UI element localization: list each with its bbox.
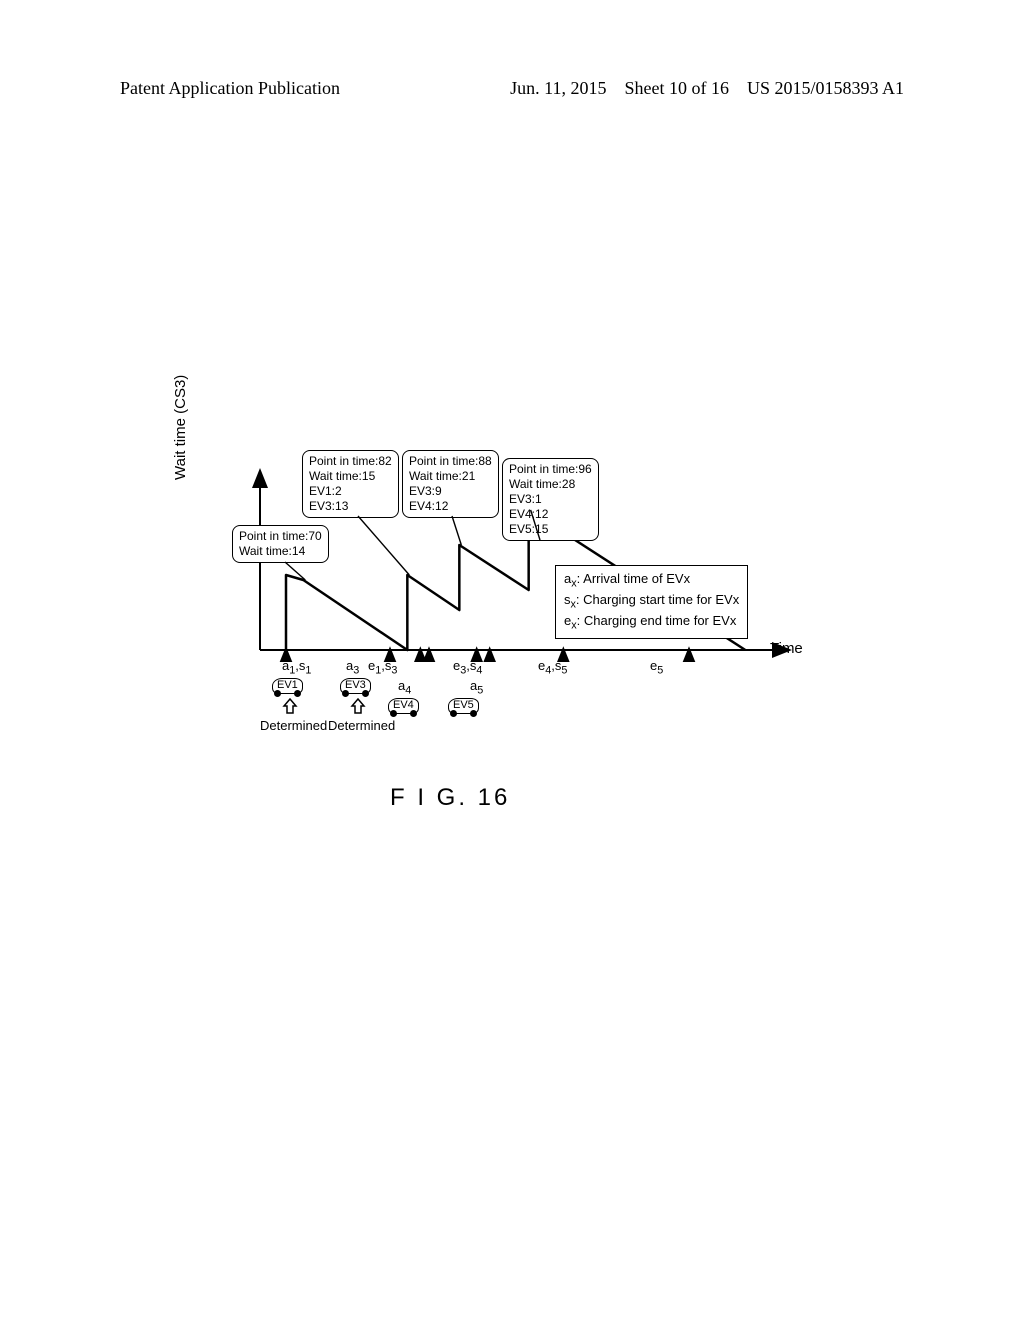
ev-car-icon: EV5 xyxy=(448,698,479,714)
info-box-t82: Point in time:82Wait time:15EV1:2EV3:13 xyxy=(302,450,399,518)
car-area: a4 a5 EV1 Determined EV3 Determined EV4 EV5 xyxy=(210,676,770,756)
tick-label: a1,s1 xyxy=(282,658,311,677)
tick-label: e5 xyxy=(650,658,663,677)
car-entry: EV5 xyxy=(448,696,479,714)
determined-label: Determined xyxy=(328,718,395,733)
x-axis-label-text: Time xyxy=(770,640,803,657)
extra-tick: a5 xyxy=(470,678,483,697)
tick-label: e1,s3 xyxy=(368,658,397,677)
header-date: Jun. 11, 2015 xyxy=(510,78,606,99)
info-box-t96: Point in time:96Wait time:28EV3:1EV4:12E… xyxy=(502,458,599,541)
car-entry: EV4 xyxy=(388,696,419,714)
info-box-t70: Point in time:70Wait time:14 xyxy=(232,525,329,563)
determined-label: Determined xyxy=(260,718,327,733)
up-arrow-icon xyxy=(282,698,298,714)
info-box-t88: Point in time:88Wait time:21EV3:9EV4:12 xyxy=(402,450,499,518)
tick-label: e3,s4 xyxy=(453,658,482,677)
figure-16: Wait time (CS3) Point in time:70Wait tim… xyxy=(180,440,860,810)
header-sheet: Sheet 10 of 16 xyxy=(624,78,728,99)
page-header: Patent Application Publication Jun. 11, … xyxy=(0,78,1024,99)
tick-label: a3 xyxy=(346,658,359,677)
ev-car-icon: EV3 xyxy=(340,678,371,694)
ev-car-icon: EV1 xyxy=(272,678,303,694)
header-left: Patent Application Publication xyxy=(120,78,340,99)
extra-tick: a4 xyxy=(398,678,411,697)
up-arrow-icon xyxy=(350,698,366,714)
ev-car-icon: EV4 xyxy=(388,698,419,714)
header-pubno: US 2015/0158393 A1 xyxy=(747,78,904,99)
x-axis-arrow-label: Time xyxy=(770,640,803,657)
tick-label: e4,s5 xyxy=(538,658,567,677)
y-axis-label: Wait time (CS3) xyxy=(172,375,189,480)
legend-box: ax: Arrival time of EVxsx: Charging star… xyxy=(555,565,748,639)
car-entry: EV3 xyxy=(340,676,371,694)
figure-caption: F I G. 16 xyxy=(390,784,510,812)
car-entry: EV1 xyxy=(272,676,303,694)
header-right: Jun. 11, 2015 Sheet 10 of 16 US 2015/015… xyxy=(510,78,904,99)
